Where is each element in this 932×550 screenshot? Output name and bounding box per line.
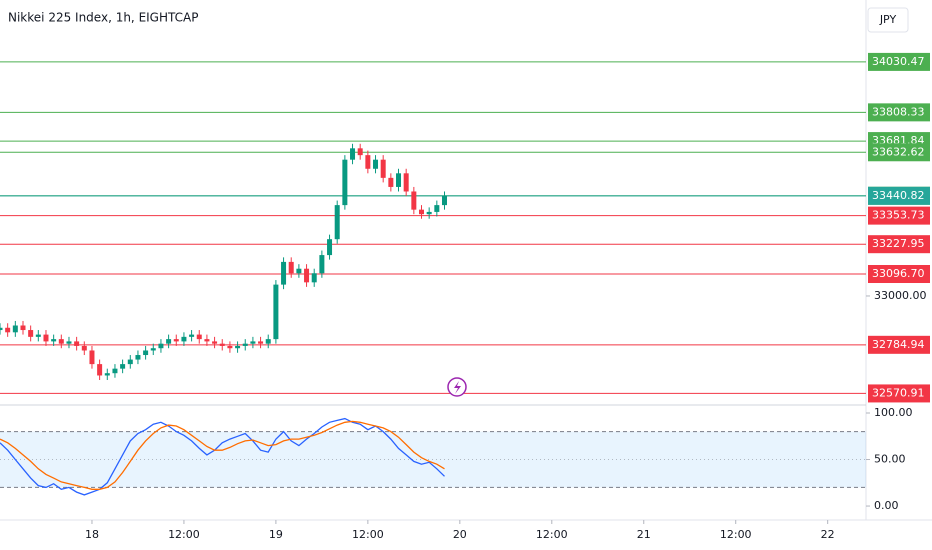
candle-body: [35, 334, 41, 337]
candle-body: [181, 336, 187, 342]
rsi-line: [0, 420, 445, 490]
candle-body: [196, 334, 202, 340]
candle-body: [20, 325, 26, 331]
level-label: 33632.62: [872, 145, 925, 158]
candle-body: [273, 284, 279, 340]
candle-body: [319, 255, 325, 274]
x-tick-label: 21: [637, 528, 651, 541]
candle-body: [334, 205, 340, 240]
candle-body: [212, 341, 218, 344]
candle-body: [173, 339, 179, 342]
candle-body: [403, 173, 409, 192]
candle-body: [189, 334, 195, 337]
candle-body: [28, 330, 34, 337]
candle-body: [357, 148, 363, 156]
candle-body: [258, 341, 264, 344]
candle-body: [58, 339, 64, 344]
candle-body: [66, 341, 72, 344]
level-label-box: [868, 186, 930, 205]
x-tick-label: 22: [821, 528, 835, 541]
level-label-box: [868, 206, 930, 225]
candle-body: [441, 195, 447, 206]
level-label-box: [868, 335, 930, 354]
level-label: 33440.82: [872, 189, 925, 202]
x-tick-label: 19: [269, 528, 283, 541]
candle-body: [434, 205, 440, 212]
candle-body: [120, 364, 126, 369]
level-label: 33096.70: [872, 267, 925, 280]
candle-body: [143, 350, 149, 356]
level-label: 32784.94: [872, 338, 925, 351]
candle-body: [380, 159, 386, 178]
y-tick-label: 50.00: [874, 453, 906, 466]
candle-body: [327, 239, 333, 256]
candle-body: [158, 343, 164, 349]
candle-body: [104, 373, 110, 376]
level-label-box: [868, 103, 930, 122]
candle-body: [250, 341, 256, 344]
candle-body: [296, 268, 302, 274]
candle-body: [12, 325, 18, 333]
x-tick-label: 20: [453, 528, 467, 541]
candle-body: [342, 159, 348, 206]
level-label: 32570.91: [872, 386, 925, 399]
x-tick-label: 12:00: [168, 528, 200, 541]
candle-body: [166, 339, 172, 344]
candle-body: [288, 261, 294, 274]
candle-body: [5, 327, 11, 333]
candle-body: [150, 348, 156, 351]
candle-body: [311, 273, 317, 283]
level-label-box: [868, 52, 930, 71]
candle-body: [51, 339, 57, 342]
level-label-box: [868, 143, 930, 162]
level-label: 34030.47: [872, 55, 925, 68]
candle-body: [242, 343, 248, 346]
candle-body: [350, 148, 356, 160]
y-tick-label: 0.00: [874, 499, 899, 512]
candle-body: [265, 339, 271, 344]
candle-body: [219, 343, 225, 346]
currency-button[interactable]: [867, 7, 909, 33]
candle-body: [426, 211, 432, 215]
candle-body: [419, 209, 425, 215]
x-tick-label: 12:00: [536, 528, 568, 541]
level-label-box: [868, 265, 930, 284]
y-tick-label: 100.00: [874, 406, 913, 419]
candle-body: [81, 345, 87, 351]
candle-body: [411, 191, 417, 210]
event-bolt: [454, 381, 461, 394]
chart-title: Nikkei 225 Index, 1h, EIGHTCAP: [8, 11, 198, 25]
x-tick-label: 18: [85, 528, 99, 541]
rsi-line: [0, 417, 445, 496]
level-label-box: [868, 235, 930, 254]
candle-body: [304, 268, 310, 283]
candle-body: [396, 173, 402, 187]
candle-body: [235, 345, 241, 349]
candle-body: [74, 341, 80, 346]
level-label-box: [868, 384, 930, 403]
level-label: 33353.73: [872, 209, 925, 222]
level-label: 33227.95: [872, 237, 925, 250]
candle-body: [135, 355, 141, 360]
candle-body: [388, 177, 394, 187]
x-tick-label: 12:00: [352, 528, 384, 541]
level-label: 33808.33: [872, 105, 925, 118]
candle-body: [227, 345, 233, 349]
candle-body: [204, 339, 210, 342]
candle-body: [43, 334, 49, 342]
candle-body: [89, 350, 95, 365]
candle-body: [281, 261, 287, 285]
x-tick-label: 12:00: [720, 528, 752, 541]
candle-body: [127, 359, 133, 365]
candle-body: [365, 155, 371, 169]
candle-body: [97, 364, 103, 376]
currency-label[interactable]: JPY: [879, 13, 897, 26]
candle-body: [373, 159, 379, 169]
y-tick-label: 33000.00: [874, 289, 927, 302]
candle-body: [112, 368, 118, 374]
candle-body: [0, 327, 3, 331]
